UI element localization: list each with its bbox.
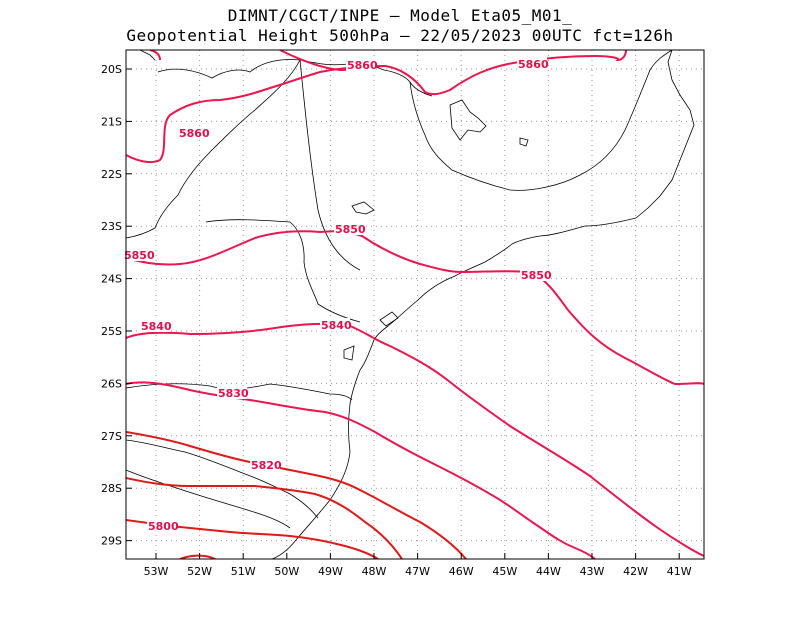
map-title-line1: DIMNT/CGCT/INPE – Model Eta05_M01_ bbox=[227, 6, 573, 25]
graticule-grid bbox=[126, 50, 704, 559]
contour-5860-north bbox=[149, 50, 627, 96]
sp-mg-border bbox=[126, 59, 301, 239]
lon-tick-label: 42W bbox=[623, 565, 648, 578]
lat-tick-label: 25S bbox=[101, 325, 122, 338]
coastline-borders bbox=[126, 50, 695, 559]
lon-tick-label: 49W bbox=[318, 565, 343, 578]
lat-tick-label: 21S bbox=[101, 115, 122, 128]
lat-tick-label: 27S bbox=[101, 430, 122, 443]
contour-5820 bbox=[126, 431, 467, 559]
lon-tick-label: 51W bbox=[231, 565, 256, 578]
latitude-labels: 20S 21S 22S 23S 24S 25S 26S 27S 28S 29S bbox=[101, 63, 122, 548]
lat-tick-label: 26S bbox=[101, 377, 122, 390]
es-border bbox=[635, 50, 695, 219]
lat-tick-label: 28S bbox=[101, 482, 122, 495]
lon-tick-label: 45W bbox=[492, 565, 517, 578]
dam-lakes bbox=[351, 99, 529, 215]
label-5840-b: 5840 bbox=[321, 319, 352, 332]
lat-tick-label: 23S bbox=[101, 220, 122, 233]
pr-sp-border bbox=[205, 219, 361, 323]
bay-detail bbox=[343, 311, 399, 361]
coast-sul bbox=[271, 339, 375, 559]
lat-tick-label: 22S bbox=[101, 168, 122, 181]
lat-tick-label: 20S bbox=[101, 63, 122, 76]
lat-tick-label: 24S bbox=[101, 273, 122, 286]
label-5820: 5820 bbox=[251, 459, 282, 472]
contour-5860-west bbox=[126, 65, 386, 164]
contour-5840 bbox=[126, 322, 704, 557]
lon-tick-label: 52W bbox=[187, 565, 212, 578]
lon-tick-label: 44W bbox=[536, 565, 561, 578]
contour-5810 bbox=[126, 477, 403, 559]
plot-frame bbox=[125, 49, 705, 560]
label-5840-a: 5840 bbox=[141, 320, 172, 333]
label-5850-c: 5850 bbox=[521, 269, 552, 282]
label-5850-b: 5850 bbox=[124, 249, 155, 262]
rs-sc-border bbox=[126, 439, 319, 519]
contour-5850 bbox=[126, 230, 704, 386]
height-contours bbox=[126, 50, 704, 559]
contour-5790 bbox=[179, 554, 216, 559]
lon-tick-label: 43W bbox=[580, 565, 605, 578]
lon-tick-label: 48W bbox=[362, 565, 387, 578]
longitude-labels: 53W 52W 51W 50W 49W 48W 47W 46W 45W 44W 43W 42W 41W bbox=[144, 565, 692, 578]
coastline bbox=[139, 50, 156, 61]
label-5860-c: 5860 bbox=[179, 127, 210, 140]
lat-tick-label: 29S bbox=[101, 535, 122, 548]
label-5800: 5800 bbox=[148, 520, 179, 533]
mg-border bbox=[157, 59, 433, 97]
lon-tick-label: 46W bbox=[449, 565, 474, 578]
lon-tick-label: 53W bbox=[144, 565, 169, 578]
sc-pr-border bbox=[126, 383, 353, 401]
rs-argentina-border bbox=[126, 469, 291, 529]
label-5860-a: 5860 bbox=[347, 59, 378, 72]
lon-tick-label: 41W bbox=[667, 565, 692, 578]
label-5860-b: 5860 bbox=[518, 58, 549, 71]
label-5850-a: 5850 bbox=[335, 223, 366, 236]
lon-tick-label: 47W bbox=[405, 565, 430, 578]
rj-mg-border bbox=[409, 50, 673, 191]
contour-5830 bbox=[126, 381, 596, 559]
lon-tick-label: 50W bbox=[274, 565, 299, 578]
map-title-line2: Geopotential Height 500hPa – 22/05/2023 … bbox=[126, 26, 674, 45]
axis-ticks bbox=[126, 68, 680, 559]
label-5830: 5830 bbox=[218, 387, 249, 400]
contour-labels: 5860 5860 5860 5850 5850 5850 5840 5840 … bbox=[123, 57, 552, 533]
